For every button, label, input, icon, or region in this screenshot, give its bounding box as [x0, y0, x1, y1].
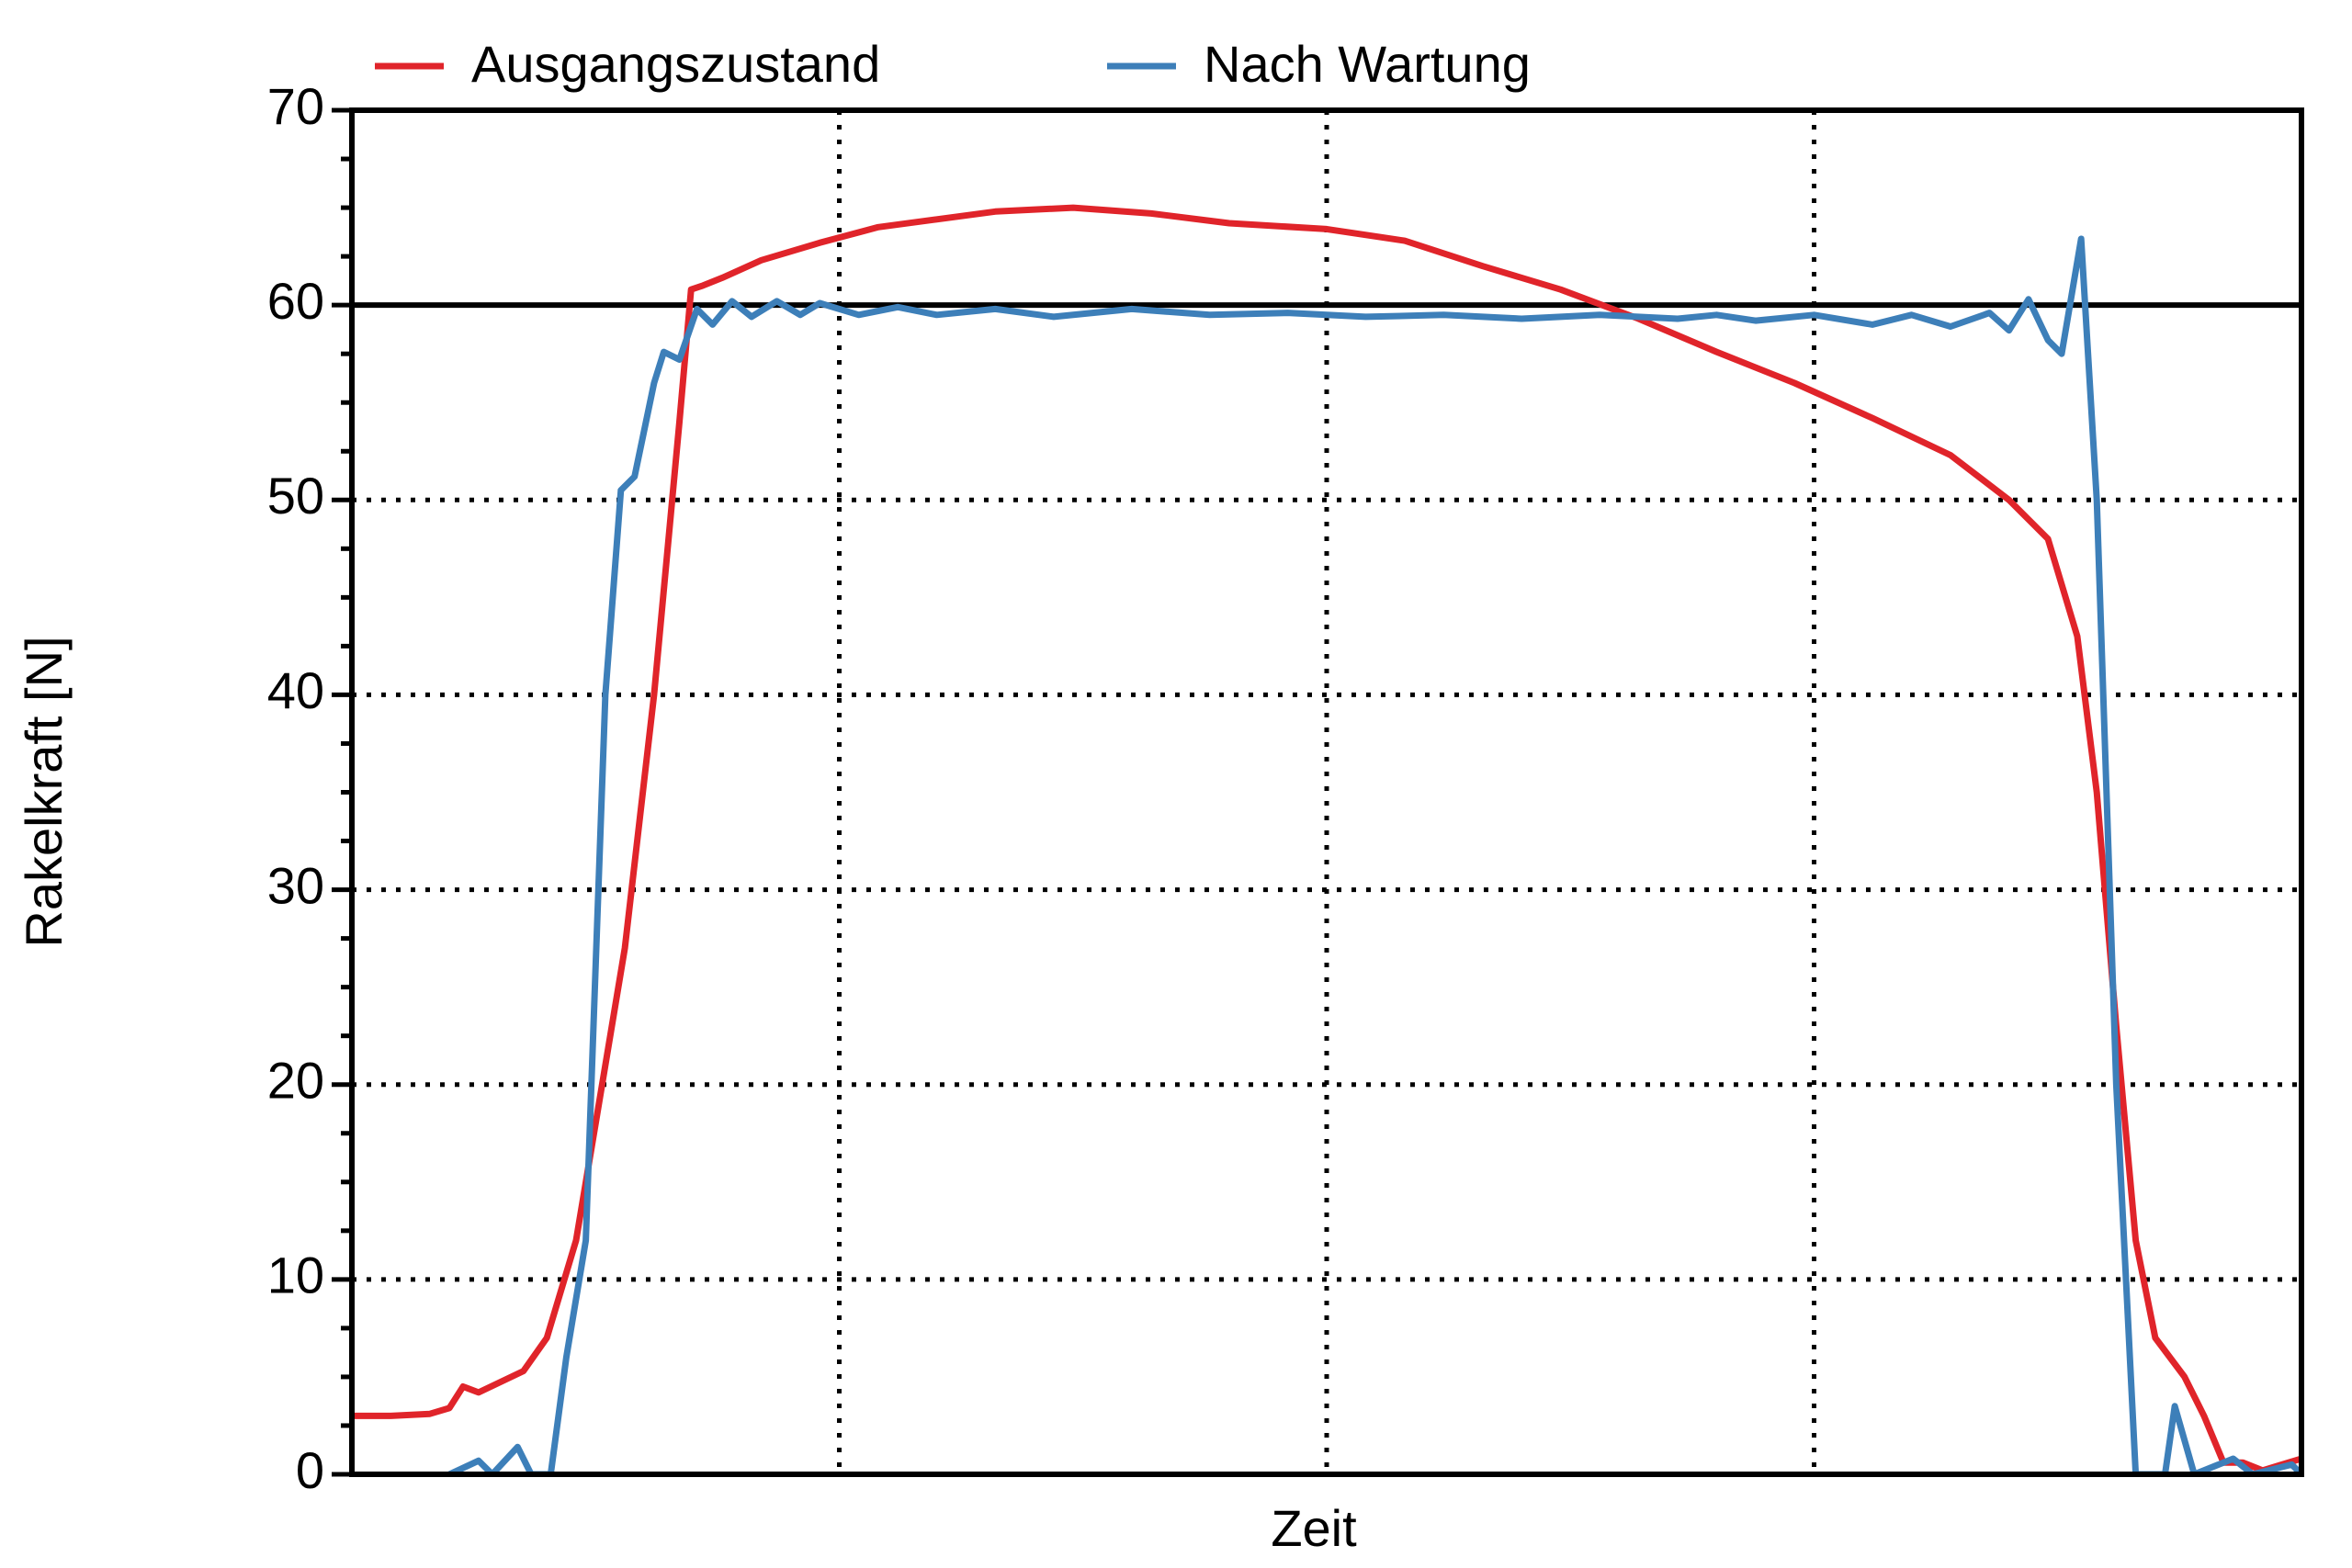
y-tick-label: 30 [267, 856, 324, 914]
legend-label: Ausgangszustand [471, 35, 880, 93]
y-tick-label: 10 [267, 1247, 324, 1304]
y-tick-label: 40 [267, 661, 324, 719]
y-tick-label: 0 [296, 1441, 324, 1499]
y-tick-label: 20 [267, 1052, 324, 1110]
y-tick-label: 60 [267, 272, 324, 330]
legend-label: Nach Wartung [1204, 35, 1531, 93]
data-line [352, 204, 2301, 1474]
y-tick-label: 70 [267, 77, 324, 135]
x-axis-label: Zeit [1271, 1499, 1357, 1557]
plot-frame [349, 107, 2304, 1477]
y-tick-label: 50 [267, 467, 324, 525]
data-line [447, 235, 2301, 1474]
y-axis-label: Rakelkraft [N] [15, 636, 73, 947]
